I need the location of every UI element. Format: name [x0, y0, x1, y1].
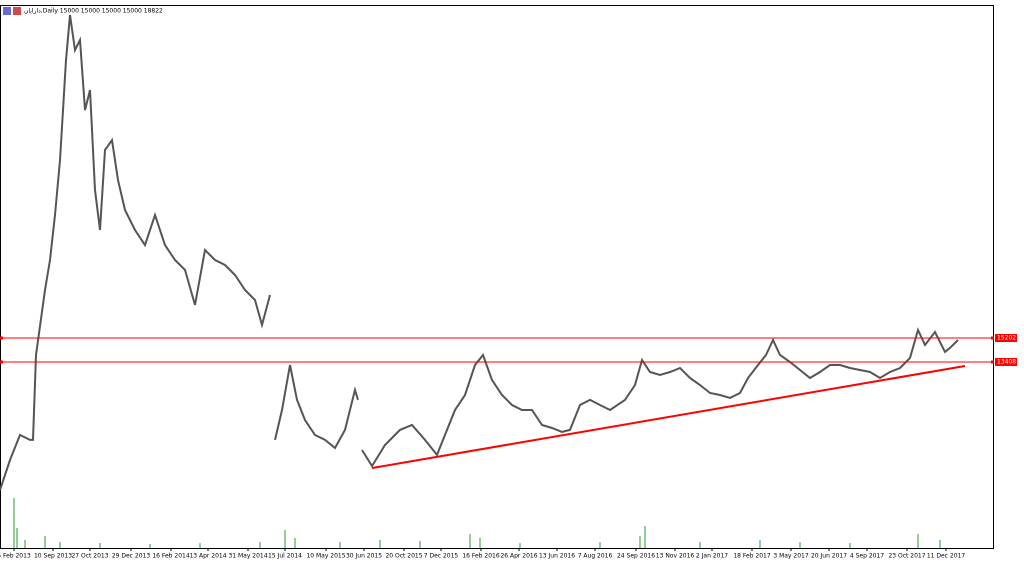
x-tick-label: 26 Apr 2016 [500, 553, 537, 560]
x-tick-label: 16 Feb 2014 [152, 553, 190, 560]
volume-bar [13, 498, 15, 548]
plot-frame [0, 5, 994, 549]
volume-bar [917, 534, 919, 548]
volume-bar [699, 542, 701, 548]
volume-bar [294, 538, 296, 548]
volume-bar [599, 542, 601, 548]
x-tick-label: 23 Oct 2017 [888, 553, 925, 560]
x-tick-label: 13 Apr 2014 [189, 553, 226, 560]
level-marker [991, 360, 994, 364]
volume-bar [644, 526, 646, 548]
volume-bar [259, 542, 261, 548]
x-tick-label: 7 Aug 2016 [578, 553, 613, 560]
volume-bar [59, 542, 61, 548]
x-tick-label: 30 Jun 2015 [346, 553, 382, 560]
volume-bar [419, 541, 421, 548]
x-tick-label: 7 Dec 2015 [424, 553, 459, 560]
level-label: 15202 [997, 334, 1016, 341]
x-tick-label: 20 Jun 2017 [811, 553, 847, 560]
x-tick-label: 10 Sep 2013 [34, 553, 72, 560]
chart-title: دارایان,Daily 15000 15000 15000 15000 18… [24, 8, 163, 15]
level-label: 13408 [997, 358, 1016, 365]
volume-bar [479, 538, 481, 548]
x-tick-label: 18 Feb 2017 [733, 553, 771, 560]
volume-bar [519, 543, 521, 548]
x-tick-label: 29 Dec 2013 [112, 553, 151, 560]
volume-bar [469, 534, 471, 548]
x-tick-label: 10 May 2015 [306, 553, 345, 560]
x-tick-label: 2 Jan 2017 [696, 553, 728, 560]
trendline [371, 364, 966, 470]
level-label-box [995, 357, 1017, 366]
volume-bar [939, 540, 941, 548]
x-tick-label: 11 Dec 2017 [927, 553, 966, 560]
x-tick-label: 13 Jun 2016 [539, 553, 575, 560]
x-tick-label: 20 Oct 2015 [385, 553, 422, 560]
x-tick-label: 16 Feb 2016 [462, 553, 500, 560]
x-tick-label: 15 Jul 2014 [268, 553, 302, 560]
level-marker [0, 360, 3, 364]
level-marker [991, 336, 994, 340]
volume-bar [379, 540, 381, 548]
symbol-icon [3, 7, 11, 15]
level-label-box [995, 333, 1017, 342]
price-line [0, 14, 959, 491]
volume-bar [44, 536, 46, 548]
level-marker [0, 336, 3, 340]
x-tick-label: 24 Sep 2016 [617, 553, 655, 560]
volume-bar [799, 542, 801, 548]
symbol-icon [13, 7, 21, 15]
volume-bar [639, 536, 641, 548]
volume-bar [99, 543, 101, 548]
x-tick-label: 13 Nov 2016 [656, 553, 695, 560]
volume-bar [24, 540, 26, 548]
volume-bar [284, 530, 286, 548]
volume-bar [759, 540, 761, 548]
volume-bar [339, 542, 341, 548]
volume-bar [16, 528, 18, 548]
volume-bar [849, 543, 851, 548]
x-tick-label: 27 Oct 2013 [71, 553, 108, 560]
volume-bar [149, 544, 151, 548]
x-tick-label: 5 Feb 2013 [0, 553, 31, 560]
x-tick-label: 3 May 2017 [773, 553, 808, 560]
volume-bar [199, 543, 201, 548]
x-tick-label: 4 Sep 2017 [850, 553, 884, 560]
x-tick-label: 31 May 2014 [228, 553, 267, 560]
